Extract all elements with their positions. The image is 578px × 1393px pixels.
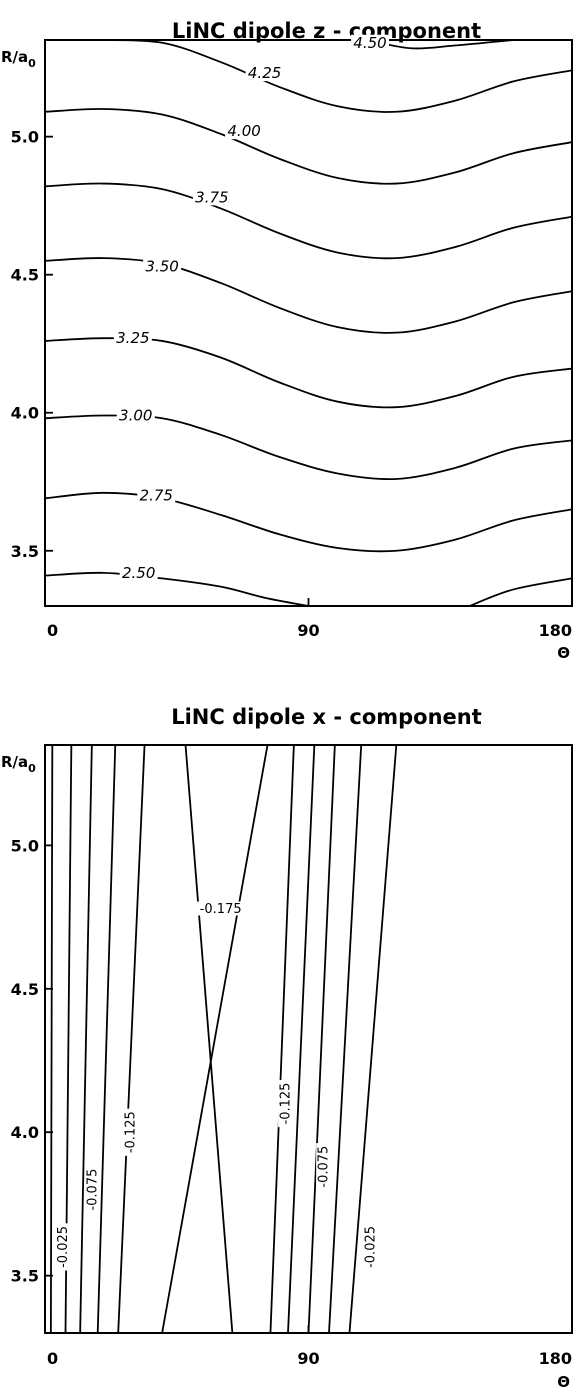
contour-label: -0.125	[123, 1111, 138, 1153]
y-axis-label: R/a0	[1, 753, 36, 775]
contour-label-group: 3.25	[113, 329, 152, 347]
contour-label-bg	[197, 901, 245, 916]
contour-label-group: -0.025	[55, 1223, 71, 1271]
contour-label: 3.75	[195, 188, 228, 206]
y-tick-label: 4.5	[11, 266, 39, 285]
contour-label-group: 3.75	[192, 188, 231, 206]
y-axis-label-subscript: 0	[28, 762, 36, 775]
x-tick-label: 0	[47, 621, 58, 640]
contour-line--0.075	[79, 745, 93, 1333]
contour-line-2.50	[469, 577, 572, 606]
contour-label-bg	[143, 258, 182, 275]
contour-label: -0.025	[56, 1226, 71, 1268]
contour-label-bg	[137, 487, 176, 504]
contour-label: 4.25	[248, 64, 281, 82]
contour-label-group: -0.075	[316, 1143, 332, 1191]
x-tick-label: 90	[297, 621, 319, 640]
y-tick-label: 5.0	[11, 128, 39, 147]
contour-label-bg	[350, 34, 389, 51]
contour-label-bg	[116, 407, 155, 424]
contour-line--0.075	[307, 745, 336, 1333]
contour-label-bg	[113, 330, 152, 347]
contour-label-bg	[55, 1223, 70, 1271]
contour-line-3.00	[45, 414, 572, 481]
contour-line-3.25	[45, 337, 572, 409]
contour-label: 2.50	[122, 564, 155, 582]
contour-label-bg	[278, 1079, 293, 1128]
contour-line--0.050	[328, 745, 363, 1333]
contour-label-bg	[362, 1223, 377, 1271]
contour-label-bg	[119, 564, 158, 581]
y-tick-label: 4.0	[11, 404, 39, 423]
contour-label: 4.50	[353, 34, 386, 52]
y-tick-label: 4.5	[11, 980, 39, 999]
contour-label-bg	[225, 123, 264, 140]
contour-label-group: 4.00	[225, 122, 264, 140]
contour-line--0.125	[117, 745, 146, 1333]
contour-line--0.025	[348, 745, 398, 1333]
chart-title: LiNC dipole x - component	[171, 705, 482, 729]
contour-label: 3.00	[119, 406, 152, 424]
contour-line-2.75	[45, 491, 572, 553]
contour-label: -0.075	[317, 1146, 332, 1188]
contour-label: 4.00	[227, 122, 260, 140]
contour-line--0.100	[96, 745, 117, 1333]
y-tick-label: 3.5	[11, 1267, 39, 1286]
contour-label: 2.75	[140, 487, 173, 505]
x-axis-label: Θ	[557, 644, 570, 662]
contour-label-group: 4.25	[245, 64, 284, 82]
contour-label-group: 3.00	[116, 406, 155, 424]
y-axis-label-subscript: 0	[28, 57, 36, 70]
x-tick-label: 180	[539, 621, 572, 640]
contour-lines	[45, 40, 572, 606]
contour-label-group: -0.075	[84, 1165, 100, 1214]
contour-label-bg	[84, 1165, 99, 1214]
contour-label-bg	[245, 65, 284, 82]
contour-label-group: 2.75	[137, 487, 176, 505]
contour-line-2.50	[45, 571, 309, 606]
contour-label: -0.125	[279, 1083, 294, 1125]
contour-label-group: -0.125	[278, 1079, 294, 1128]
contour-label-group: -0.125	[122, 1108, 138, 1156]
contour-line-4.00	[45, 108, 572, 185]
contour-label-bg	[192, 189, 231, 206]
contour-label-group: 2.50	[119, 564, 158, 582]
y-tick-label: 4.0	[11, 1123, 39, 1142]
contour-line--0.175	[161, 745, 269, 1333]
plot-frame	[44, 39, 573, 607]
contour-line--0.025	[49, 745, 54, 1333]
contour-label-bg	[316, 1143, 331, 1191]
contour-lines	[49, 745, 398, 1333]
y-tick-label: 5.0	[11, 836, 39, 855]
y-tick-label: 3.5	[11, 542, 39, 561]
contour-label: -0.075	[85, 1169, 100, 1211]
contour-line--0.175	[184, 745, 234, 1333]
y-axis-label: R/a0	[1, 48, 36, 70]
contour-label: -0.175	[200, 902, 242, 917]
contour-label: 3.50	[145, 257, 178, 275]
contour-label-group: -0.175	[197, 901, 245, 917]
contour-line-3.50	[45, 257, 572, 334]
x-axis-label: Θ	[557, 1373, 570, 1391]
contour-label-group: 3.50	[143, 257, 182, 275]
contour-line-4.25	[97, 40, 572, 113]
contour-label: 3.25	[116, 329, 149, 347]
contour-label-group: -0.025	[362, 1223, 378, 1271]
chart-2: LiNC dipole x - component 3.5 4.0 4.5 5.0 0 90…	[1, 705, 573, 1391]
contour-label-group: 4.50	[350, 34, 389, 52]
contour-label: -0.025	[363, 1226, 378, 1268]
contour-line--0.125	[269, 745, 295, 1333]
x-tick-label: 0	[47, 1349, 58, 1368]
x-tick-label: 90	[297, 1349, 319, 1368]
plot-frame	[44, 744, 573, 1334]
x-tick-label: 180	[539, 1349, 572, 1368]
contour-line--0.100	[287, 745, 316, 1333]
contour-label-bg	[122, 1108, 137, 1156]
contour-line-3.75	[45, 182, 572, 260]
